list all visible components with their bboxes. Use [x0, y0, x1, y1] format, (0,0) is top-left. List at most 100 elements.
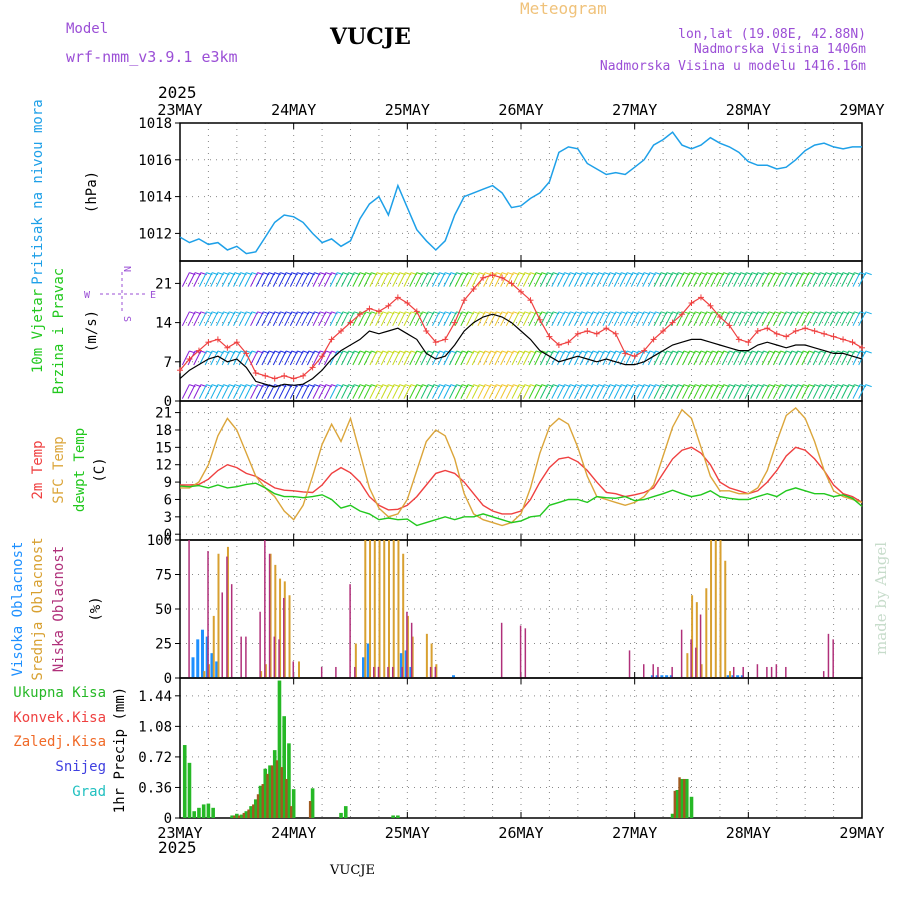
top-date-label: 25MAY [385, 101, 430, 119]
wind-barb [807, 350, 815, 366]
wind-barb [261, 350, 270, 366]
wind-barb [341, 311, 349, 327]
wind-barb [699, 272, 707, 287]
wind-barb [198, 272, 207, 287]
wind-barb [306, 311, 315, 327]
wind-barb [443, 272, 452, 287]
wind-barb [613, 384, 622, 399]
wind-barb [443, 350, 452, 366]
wind-barb [238, 272, 247, 287]
wind-barb [778, 384, 787, 399]
wind-barb [483, 384, 492, 399]
wind-barb [812, 311, 821, 327]
dewpt-line [179, 482, 863, 527]
wind-barb [335, 272, 344, 287]
total-precip-bar [396, 815, 400, 818]
wind-barb [755, 350, 764, 366]
total-precip-bar [339, 812, 343, 818]
pressure-unit: (hPa) [84, 171, 100, 213]
meteogram-label: Meteogram [520, 0, 607, 18]
total-precip-bar [187, 762, 192, 818]
wind-barb [403, 272, 412, 287]
bottom-date-label: 29MAY [839, 824, 884, 842]
wind-barb [642, 384, 651, 399]
wind-barb [665, 311, 673, 327]
wind-barb [591, 384, 600, 399]
wind-barb [642, 311, 651, 327]
wind-barb [653, 272, 662, 287]
wind-barb [807, 272, 815, 287]
wind-barb [494, 272, 503, 287]
wind-barb [539, 384, 548, 399]
wind-barb [653, 350, 662, 366]
bottom-date-label: 25MAY [385, 824, 430, 842]
compass-rose: N S W E [84, 266, 156, 322]
wind-barb [375, 272, 384, 287]
wind-barb [784, 272, 793, 287]
wind-barb [409, 384, 418, 399]
wind-barb [841, 350, 850, 366]
wind-barb [699, 350, 707, 366]
wind-barb [193, 350, 202, 366]
total-precip-bar [684, 778, 689, 818]
wind-barb [358, 350, 366, 366]
wind-barb [790, 311, 798, 327]
wind-barb [358, 311, 366, 327]
wind-barb [449, 384, 457, 399]
wind-barb [653, 311, 662, 327]
y-tick-label: 50 [155, 602, 172, 618]
y-tick-label: 9 [164, 475, 172, 491]
panel-frame [179, 677, 863, 819]
wind-barb [545, 311, 554, 327]
wind-barb [454, 350, 463, 366]
wind-barb [738, 350, 747, 366]
wind-barb [392, 384, 401, 399]
wind-barb [181, 311, 190, 327]
wind-barb [835, 272, 844, 287]
wind-barb-flag [865, 384, 872, 388]
wind-barb [454, 272, 463, 287]
wind-barb [795, 311, 804, 327]
wind-barb [767, 272, 776, 287]
wind-barb [414, 384, 423, 399]
temp-ylabel-dewpt: dewpt Temp [72, 428, 88, 512]
wind-barb [454, 384, 463, 399]
wind-barb [193, 272, 202, 287]
wind-barb [557, 384, 565, 399]
wind-barb [204, 350, 213, 366]
wind-barb [341, 384, 349, 399]
elevation-label: Nadmorska Visina 1406m [694, 42, 866, 57]
wind-barb [403, 350, 412, 366]
wind-barb [636, 272, 645, 287]
wind-barb [767, 384, 776, 399]
wind-barb [579, 311, 588, 327]
wind-barb [682, 384, 690, 399]
wind-barb [522, 384, 531, 399]
wind-barb [221, 350, 230, 366]
pressure-panel: 1012 1014 1016 1018 [138, 116, 863, 262]
wind-barb [284, 272, 293, 287]
wind-barb [636, 384, 645, 399]
top-date-label: 26MAY [498, 101, 543, 119]
wind-barb [693, 272, 702, 287]
wind-barb [397, 350, 406, 366]
conv-precip-bar [285, 778, 288, 818]
wind-barb [591, 350, 600, 366]
wind-barb [363, 384, 372, 399]
wind-barb [437, 272, 446, 287]
wind-barb [801, 311, 810, 327]
wind-barb [329, 311, 338, 327]
wind-barb [494, 311, 503, 327]
wind-barb [466, 311, 474, 327]
compass-w: W [84, 290, 91, 301]
wind-barb [829, 272, 838, 287]
panel-frame [179, 122, 863, 262]
wind-barb [414, 350, 423, 366]
wind-barb [301, 272, 310, 287]
wind-barb [403, 384, 412, 399]
wind-barb [221, 384, 230, 399]
wind-barb [420, 384, 429, 399]
wind-barb [295, 350, 304, 366]
wind-barb [613, 272, 622, 287]
wind-barb [250, 384, 259, 399]
